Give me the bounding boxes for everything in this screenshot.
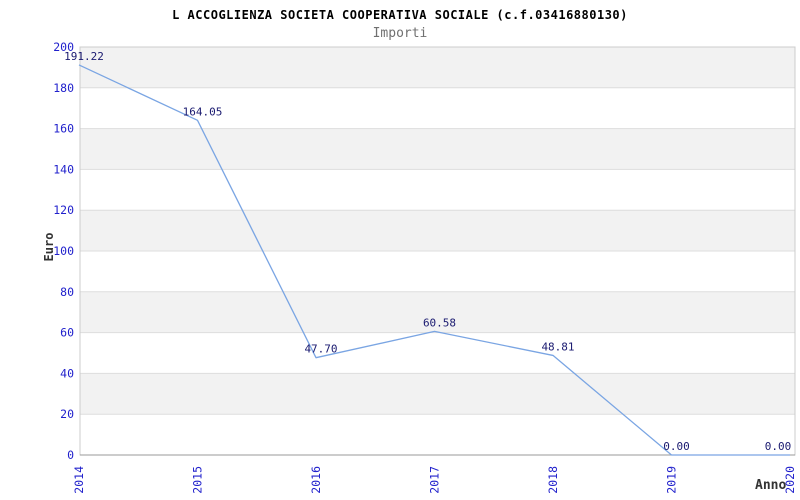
point-value-label: 60.58 [423,316,456,329]
grid-band [80,210,795,251]
x-tick-label: 2014 [72,466,86,494]
x-tick-label: 2019 [665,466,679,494]
x-tick-label: 2017 [428,466,442,494]
chart-subtitle: Importi [372,26,428,41]
y-tick-label: 180 [53,81,74,95]
y-tick-label: 80 [60,285,74,299]
point-value-label: 164.05 [183,105,223,118]
y-tick-label: 160 [53,122,74,136]
y-tick-label: 100 [53,244,74,258]
y-tick-label: 40 [60,366,74,380]
y-tick-label: 60 [60,326,74,340]
point-value-label: 48.81 [541,340,574,353]
y-tick-label: 200 [53,40,74,54]
point-value-label: 0.00 [765,440,792,453]
point-value-label: 0.00 [663,440,690,453]
data-line [78,64,790,456]
y-tick-label: 0 [67,448,74,462]
x-tick-label: 2020 [783,466,797,494]
y-tick-label: 20 [60,407,74,421]
x-tick-label: 2016 [309,466,323,494]
x-axis-title: Anno [755,478,787,493]
x-tick-label: 2015 [191,466,205,494]
y-tick-label: 120 [53,203,74,217]
grid-band [80,128,795,170]
y-tick-label: 140 [53,162,74,176]
grid-band [80,291,795,333]
grid-band [80,47,795,88]
x-tick-label: 2018 [546,466,560,494]
chart-title: L ACCOGLIENZA SOCIETA COOPERATIVA SOCIAL… [172,8,628,22]
point-value-label: 191.22 [64,50,104,63]
point-value-label: 47.70 [304,343,337,356]
y-axis-title: Euro [42,232,56,262]
grid-band [80,373,795,415]
